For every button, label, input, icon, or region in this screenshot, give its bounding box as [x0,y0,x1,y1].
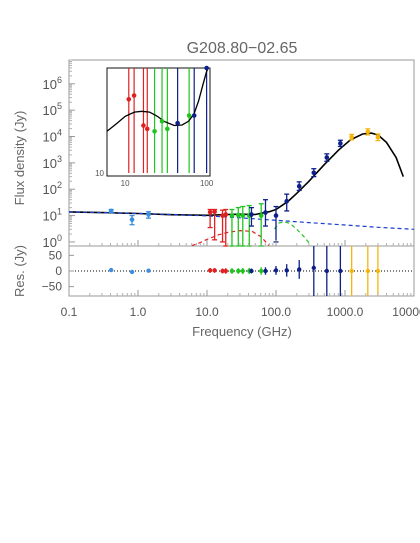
data-point-residual [284,268,289,273]
x-tick-label: 1.0 [130,305,147,319]
data-point-main [365,129,371,135]
data-point-residual [311,265,316,271]
y-tick-label-main: 100 [43,233,62,250]
data-point-main [338,141,343,146]
data-point-main [249,212,254,217]
inset-data-point [159,118,165,124]
data-point-main [146,212,151,217]
inset-data-point [141,123,146,128]
data-point-main [223,212,229,217]
data-point-residual [129,269,135,275]
inset-frame [106,67,211,177]
data-point-residual [297,267,302,272]
data-point-residual [324,268,330,274]
data-point-residual [338,268,343,274]
chart-title: G208.80−02.65 [187,40,298,57]
y-tick-label-main: 104 [43,128,62,145]
data-point-main [235,212,241,218]
inset-data-point [152,129,157,134]
data-point-residual [212,268,217,273]
data-point-residual [146,268,151,273]
inset-data-point [186,113,192,118]
y-tick-label-main: 105 [43,101,62,118]
y-tick-label-main: 101 [43,207,62,224]
x-tick-label: 10000.0 [392,305,420,319]
x-tick-label: 0.1 [61,305,78,319]
model-curve-dashed [274,221,312,246]
model-curve-dashed [68,211,415,230]
y-tick-label-main: 106 [43,75,62,92]
data-point-main [375,134,381,140]
x-tick-label: 10.0 [195,305,219,319]
data-point-main [284,198,290,204]
data-point-main [129,217,135,222]
x-tick-label: 100.0 [261,305,291,319]
data-point-main [311,170,317,176]
data-point-main [258,213,264,218]
data-point-residual [240,268,245,274]
data-point-residual [223,268,228,274]
data-point-residual [229,268,235,274]
inset-panel: 10 10 100 [95,65,214,188]
data-point-residual [207,268,213,273]
y-tick-label-residual: 0 [55,264,62,278]
inset-y-tick-label: 10 [95,169,104,178]
data-point-main [240,213,246,218]
inset-data-point [191,113,197,118]
data-point-main [108,208,114,214]
inset-data-point [126,96,132,102]
inset-data-point [131,93,137,98]
x-tick-label: 1000.0 [327,305,364,319]
data-point-residual [108,267,114,273]
inset-x-tick-label: 100 [200,179,214,188]
x-axis-title: Frequency (GHz) [192,324,292,339]
inset-data-point [144,126,150,132]
data-point-residual [365,268,371,274]
data-point-residual [220,268,225,274]
inset-x-tick-label: 10 [121,179,130,188]
inset-data-point [204,65,209,71]
data-point-residual [273,268,279,273]
data-point-main [349,134,354,140]
data-point-main [229,213,235,218]
residual-panel: 50 0 −50 [42,246,414,296]
data-point-main [207,209,213,215]
y-tick-label-residual: −50 [42,280,63,294]
data-point-residual [263,268,268,274]
x-axis: 0.1 1.0 10.0 100.0 1000.0 10000.0 [61,240,420,319]
y-tick-label-main: 102 [43,180,62,197]
inset-model-curve [106,67,209,132]
data-point-residual [258,268,264,274]
data-point-residual [349,268,354,274]
data-point-main [212,209,217,215]
inset-data-point [175,120,180,126]
data-point-main [273,213,279,218]
data-point-main [324,155,330,160]
main-panel: 100 101 102 103 104 105 106 [43,59,415,250]
inset-data-point [165,126,170,132]
data-point-main [263,210,268,215]
y-axis-title-main: Flux density (Jy) [12,111,27,206]
data-point-residual [249,268,254,274]
y-axis-title-residual: Res. (Jy) [12,245,27,297]
data-point-residual [236,268,241,274]
data-point-residual [375,268,381,274]
data-point-main [296,183,302,189]
y-tick-label-residual: 50 [49,248,63,262]
y-tick-label-main: 103 [43,154,62,171]
model-curve-dashed [191,229,270,247]
